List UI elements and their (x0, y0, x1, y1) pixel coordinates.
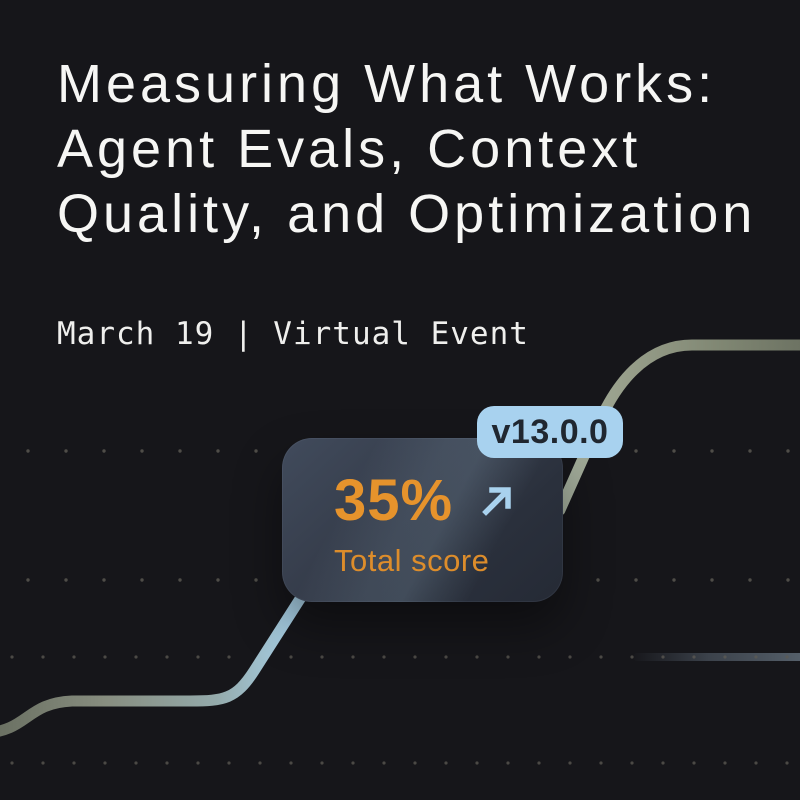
score-card-content: 35% Total score (282, 438, 563, 578)
arrow-up-right-icon (482, 487, 511, 516)
ghost-line-segment (633, 653, 800, 661)
score-value: 35% (334, 468, 454, 533)
title-line-2: Agent Evals, Context (57, 119, 642, 179)
event-title: Measuring What Works: Agent Evals, Conte… (57, 52, 756, 247)
score-value-row: 35% (334, 472, 563, 530)
score-label: Total score (334, 543, 490, 578)
title-line-3: Quality, and Optimization (57, 184, 757, 244)
title-line-1: Measuring What Works: (57, 54, 717, 114)
event-date-line: March 19 | Virtual Event (57, 316, 529, 352)
score-card: 35% Total score (282, 438, 563, 602)
version-badge: v13.0.0 (477, 406, 623, 458)
